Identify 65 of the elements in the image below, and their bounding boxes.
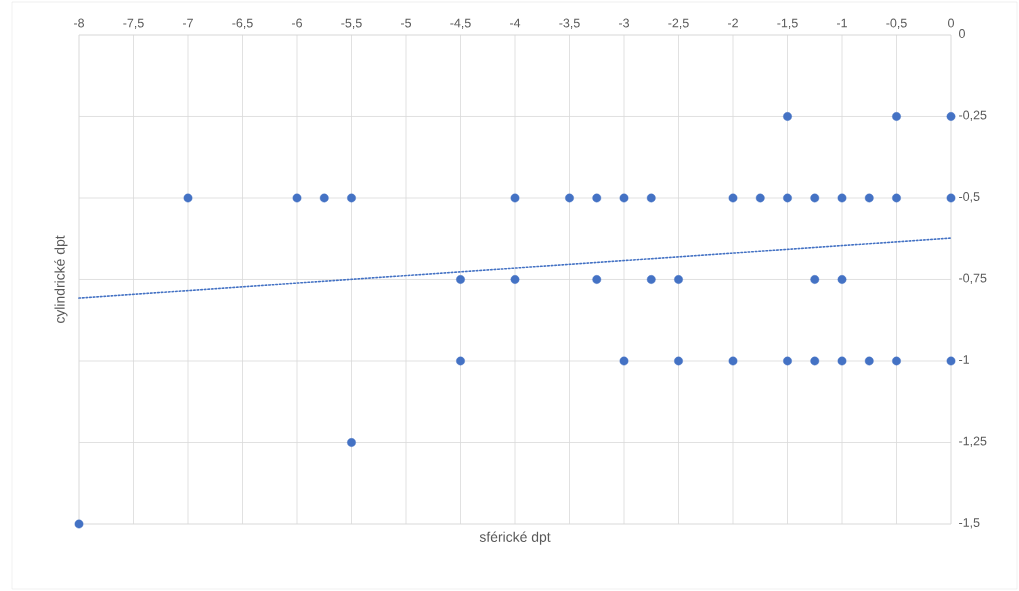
point	[946, 112, 956, 121]
x-tick-label: -1	[837, 18, 847, 28]
point	[837, 275, 847, 284]
point	[837, 356, 847, 366]
x-tick-label: -2,5	[668, 18, 689, 29]
point	[674, 275, 683, 284]
y-tick-label: -0,75	[959, 273, 987, 284]
y-axis-title: cylindrické dpt	[54, 235, 68, 324]
point	[456, 275, 465, 284]
point	[347, 438, 356, 447]
x-tick-label: -3	[619, 18, 629, 28]
point	[810, 275, 820, 284]
point	[592, 193, 602, 203]
point	[674, 356, 683, 366]
point	[783, 356, 792, 366]
x-tick-label: -1,5	[777, 18, 798, 29]
x-tick-label: -7	[183, 18, 193, 28]
point	[456, 356, 465, 366]
y-tick-label: -1,5	[959, 518, 980, 529]
x-tick-label: -2	[728, 18, 738, 28]
point	[837, 193, 847, 203]
point	[892, 112, 901, 121]
point	[946, 193, 956, 203]
point	[728, 356, 738, 366]
point	[292, 193, 302, 203]
point	[619, 193, 629, 203]
point	[810, 356, 820, 366]
y-tick-label: -0,25	[959, 110, 987, 121]
point	[319, 193, 329, 203]
point	[565, 193, 574, 203]
point	[510, 275, 520, 284]
point	[864, 193, 874, 203]
x-tick-label: -4	[510, 18, 521, 28]
x-tick-label: 0	[948, 18, 954, 28]
x-tick-label: -6,5	[232, 18, 253, 29]
point	[783, 193, 792, 203]
y-tick-label: -1	[959, 355, 969, 364]
point	[755, 193, 765, 203]
x-tick-label: -7,5	[123, 18, 144, 29]
point	[592, 275, 602, 284]
x-tick-label: -0,5	[886, 18, 907, 29]
point	[946, 356, 956, 366]
point	[892, 193, 901, 203]
point	[892, 356, 901, 366]
point	[783, 112, 792, 121]
x-tick-label: -5	[401, 18, 412, 28]
point	[646, 275, 656, 284]
y-tick-label: 0	[959, 29, 965, 38]
point	[619, 356, 629, 366]
x-tick-label: -5,5	[341, 18, 362, 29]
point	[510, 193, 520, 203]
point	[810, 193, 820, 203]
x-axis-title: sférické dpt	[479, 531, 551, 545]
point	[646, 193, 656, 203]
x-tick-label: -4,5	[450, 18, 471, 29]
x-tick-label: -3,5	[559, 18, 580, 29]
point	[347, 193, 356, 203]
y-tick-label: -1,25	[959, 436, 987, 447]
x-tick-label: -6	[292, 18, 302, 28]
point	[74, 519, 84, 529]
point	[183, 193, 193, 203]
point	[728, 193, 738, 203]
y-tick-label: -0,5	[959, 192, 980, 203]
x-tick-label: -8	[74, 18, 84, 28]
point	[864, 356, 874, 366]
